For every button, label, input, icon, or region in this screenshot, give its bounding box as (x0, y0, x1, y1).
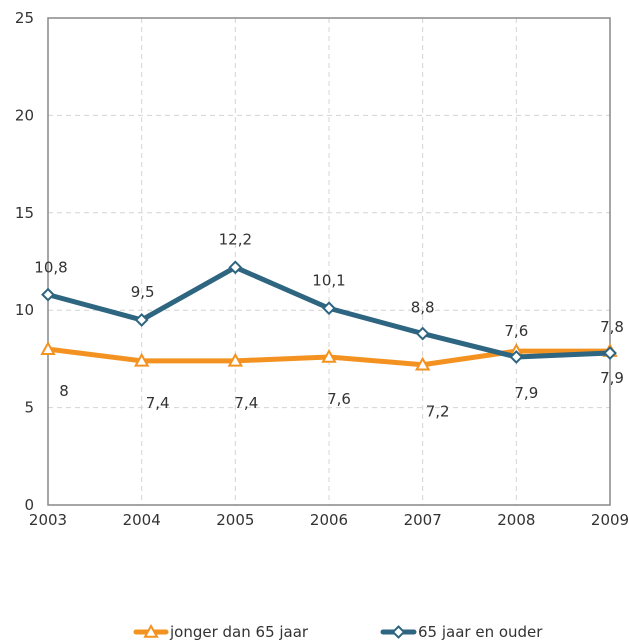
series-under-65-data-label: 7,9 (514, 384, 538, 402)
series-65-plus-data-label: 9,5 (131, 283, 155, 301)
series-under-65-data-label: 7,2 (426, 403, 450, 421)
y-tick-label: 20 (15, 106, 34, 124)
legend-65-plus-swatch-marker (391, 625, 406, 639)
x-tick-label: 2008 (497, 511, 535, 529)
series-65-plus-point (41, 287, 55, 302)
series-under-65-data-label: 7,4 (146, 394, 170, 412)
series-under-65-data-label: 8 (59, 382, 69, 400)
x-tick-label: 2007 (404, 511, 442, 529)
x-tick-label: 2005 (216, 511, 254, 529)
series-65-plus-point (134, 313, 149, 327)
y-tick-label: 25 (15, 9, 34, 27)
x-tick-label: 2009 (591, 511, 629, 529)
series-65-plus-point (228, 260, 243, 275)
series-65-plus-point (603, 346, 617, 360)
y-tick-label: 15 (15, 204, 34, 222)
series-under-65-point (227, 352, 244, 367)
series-under-65-point (40, 341, 56, 355)
series-65-plus-point (322, 301, 336, 316)
x-tick-label: 2006 (310, 511, 348, 529)
plot-area-border (47, 17, 611, 506)
y-tick-label: 0 (24, 496, 34, 514)
legend-under-65-swatch-marker (143, 623, 159, 638)
legend-65-plus-label: 65 jaar en ouder (418, 623, 543, 641)
series-under-65-point (414, 356, 431, 371)
series-65-plus-point (415, 326, 430, 341)
x-tick-label: 2004 (123, 511, 161, 529)
legend-under-65-label: jonger dan 65 jaar (169, 623, 309, 641)
series-under-65-data-label: 7,4 (234, 394, 258, 412)
series-65-plus-data-label: 10,8 (34, 259, 67, 277)
series-65-plus-data-label: 10,1 (312, 271, 345, 289)
series-under-65-data-label: 7,6 (327, 390, 351, 408)
y-tick-label: 5 (24, 399, 34, 417)
series-under-65-point (321, 348, 337, 363)
series-65-plus-data-label: 7,6 (504, 322, 528, 340)
gridlines (48, 18, 610, 505)
series-65-plus-point (509, 350, 524, 364)
y-tick-label: 10 (15, 301, 34, 319)
series-65-plus-data-label: 8,8 (411, 299, 435, 317)
series-65-plus-data-label: 12,2 (219, 230, 252, 248)
series-under-65-point (133, 352, 150, 367)
x-tick-label: 2003 (29, 511, 67, 529)
series-65-plus-data-label: 7,8 (600, 318, 624, 336)
series-under-65-data-label: 7,9 (600, 369, 624, 387)
